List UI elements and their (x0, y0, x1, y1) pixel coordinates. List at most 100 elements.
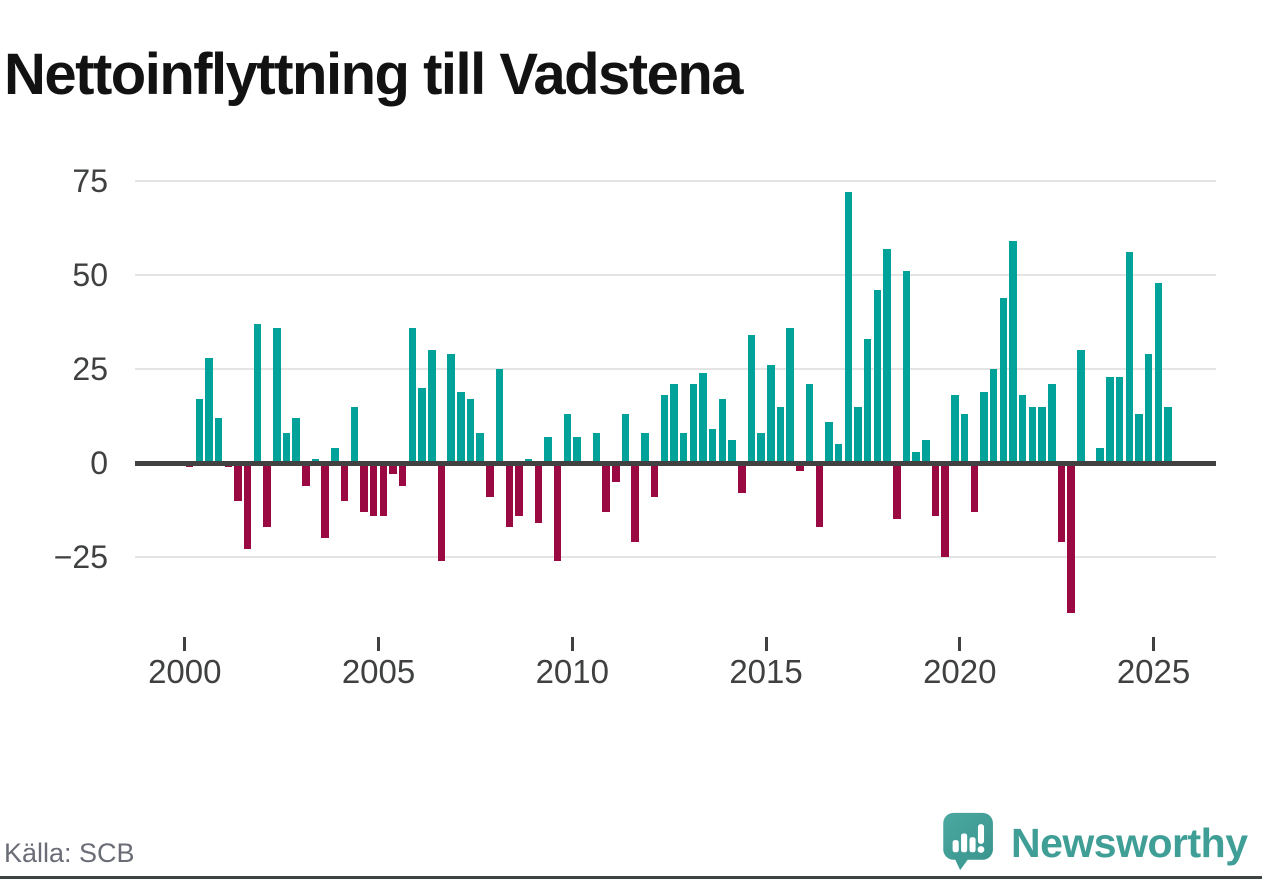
bar (428, 350, 436, 463)
bar (1144, 353, 1153, 463)
bar (689, 384, 698, 463)
x-axis-tick-mark (377, 637, 381, 651)
bar (980, 391, 988, 463)
bar (1115, 376, 1124, 463)
y-axis-tick-label: 75 (72, 163, 108, 199)
bar (360, 463, 368, 512)
bar (805, 384, 814, 463)
bar (970, 463, 979, 512)
x-axis-tick-mark (958, 637, 962, 651)
bar (650, 463, 659, 497)
bar (243, 463, 252, 550)
bar (1164, 406, 1172, 463)
source-label: Källa: SCB (4, 838, 135, 868)
bar (457, 391, 465, 463)
bar (253, 323, 262, 463)
bar (195, 399, 204, 463)
bar (331, 447, 339, 463)
gridline (135, 180, 1216, 182)
bar (989, 369, 998, 463)
bar (834, 444, 843, 463)
bar (369, 463, 378, 516)
bar (747, 335, 756, 463)
bar (728, 440, 736, 463)
bar (282, 432, 291, 463)
page-title: Nettoinflyttning till Vadstena (4, 41, 744, 107)
bar (602, 463, 610, 512)
bar (1009, 241, 1017, 463)
bar (447, 353, 455, 463)
bar (1106, 376, 1114, 463)
bar (912, 451, 920, 463)
bar (902, 271, 911, 463)
x-axis-tick-label: 2020 (923, 653, 997, 690)
bar (408, 327, 417, 463)
bar (495, 369, 504, 463)
bar (515, 463, 523, 516)
bar (205, 357, 213, 463)
bar (1096, 447, 1104, 463)
bar (612, 463, 620, 482)
bar (273, 327, 281, 463)
x-axis-tick-mark (1152, 637, 1156, 651)
bar (1135, 414, 1143, 463)
bar (1154, 282, 1163, 463)
x-axis-tick-label: 2000 (148, 653, 222, 690)
bar (544, 436, 552, 463)
bar (776, 406, 785, 463)
y-axis-tick-label: −25 (53, 539, 108, 575)
gridline (135, 556, 1216, 558)
bar (321, 463, 329, 539)
bar (922, 440, 930, 463)
zero-baseline (135, 460, 1216, 466)
gridline (135, 274, 1216, 276)
bar (292, 417, 300, 463)
bar (863, 338, 872, 463)
bar (699, 372, 707, 463)
y-axis-tick-label: 50 (72, 257, 108, 293)
bar (553, 463, 562, 561)
bar (1048, 384, 1056, 463)
bar (757, 432, 765, 463)
bar (505, 463, 514, 527)
bar (379, 463, 388, 516)
bar (214, 417, 223, 463)
bar (670, 384, 678, 463)
bar (418, 387, 426, 463)
bar (641, 432, 649, 463)
bar (844, 192, 853, 463)
x-axis-tick-mark (570, 637, 574, 651)
bar (708, 429, 717, 463)
gridline (135, 368, 1216, 370)
bar (883, 248, 891, 463)
bottom-border (0, 876, 1262, 879)
bar (873, 290, 882, 463)
x-axis-tick-label: 2010 (535, 653, 609, 690)
bar (999, 297, 1008, 463)
bar (718, 399, 727, 463)
y-axis-tick-label: 0 (90, 445, 108, 481)
x-axis-tick-label: 2025 (1116, 653, 1191, 690)
x-axis-tick-label: 2015 (729, 653, 803, 690)
newsworthy-logo: Newsworthy (941, 811, 1261, 876)
bar (854, 406, 862, 463)
bar (951, 395, 959, 463)
bar (767, 365, 775, 463)
bar (234, 463, 242, 501)
chart-bubble-icon (941, 811, 998, 876)
bar (534, 463, 543, 524)
bar (1028, 406, 1037, 463)
bar (437, 463, 446, 561)
bar (1077, 350, 1085, 463)
bar (573, 436, 581, 463)
x-axis-tick-label: 2005 (341, 653, 416, 690)
bar (621, 414, 630, 463)
bar (1057, 463, 1066, 542)
bar (893, 463, 901, 520)
bar (941, 463, 949, 557)
bar (679, 432, 688, 463)
bar (825, 421, 833, 463)
bar (796, 463, 804, 471)
bar (738, 463, 746, 494)
